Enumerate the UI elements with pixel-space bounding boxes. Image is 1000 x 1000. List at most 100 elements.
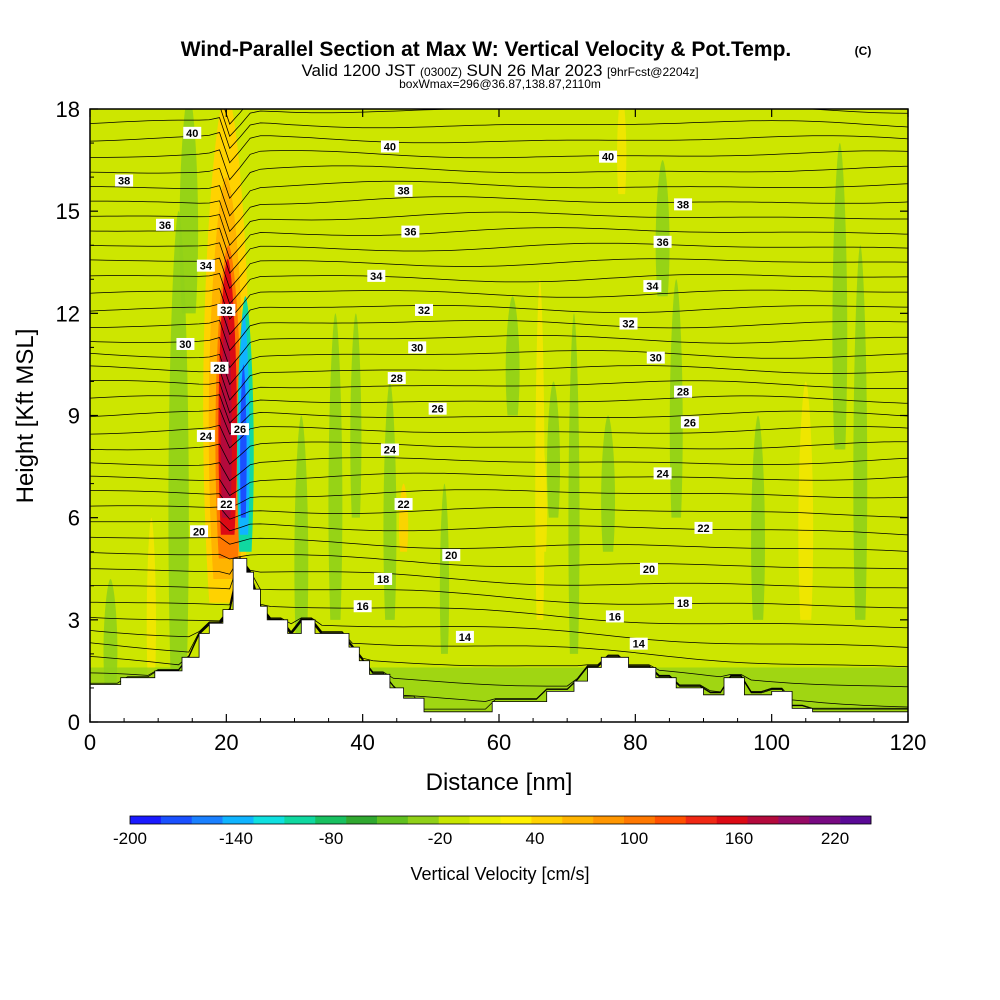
copyright-mark: (C) <box>855 44 872 58</box>
svg-text:32: 32 <box>418 305 430 317</box>
svg-text:22: 22 <box>697 523 709 535</box>
theta-contour-label: 30 <box>646 351 665 365</box>
theta-contour <box>90 350 908 386</box>
theta-contour-label: 22 <box>394 498 413 511</box>
theta-contour-label: 40 <box>599 150 618 164</box>
colorbar-swatch <box>685 816 717 824</box>
theta-contour <box>90 441 908 465</box>
svg-text:20: 20 <box>445 550 457 562</box>
valid-prefix: Valid 1200 JST <box>301 61 415 80</box>
theta-contour <box>90 556 908 589</box>
theta-contour-label: 28 <box>674 385 693 399</box>
theta-contour <box>90 558 908 648</box>
svg-text:40: 40 <box>186 128 198 140</box>
theta-contour <box>90 520 908 536</box>
theta-contour <box>90 273 908 305</box>
downdraft-band <box>294 415 309 654</box>
theta-contour <box>90 394 908 424</box>
downdraft-band <box>179 109 199 314</box>
colorbar-label: Vertical Velocity [cm/s] <box>410 864 589 884</box>
colorbar-swatch <box>284 816 316 824</box>
theta-contour-label: 18 <box>674 596 693 610</box>
colorbar-swatch <box>840 816 872 824</box>
theta-contour-label: 32 <box>415 303 434 317</box>
colorbar-tick-label: 100 <box>620 829 648 848</box>
y-tick-label: 9 <box>68 404 80 429</box>
theta-contour-label: 40 <box>183 126 202 140</box>
theta-contour-label: 14 <box>629 637 648 651</box>
y-tick-label: 15 <box>56 199 80 224</box>
svg-text:34: 34 <box>200 261 213 273</box>
svg-text:32: 32 <box>220 305 232 317</box>
downdraft-band <box>568 313 580 654</box>
colorbar-swatch <box>809 816 841 824</box>
theta-contour-label: 36 <box>653 235 672 249</box>
theta-contour-label: 24 <box>380 443 399 457</box>
theta-contour-label: 20 <box>190 525 209 538</box>
theta-contour-label: 20 <box>442 549 461 562</box>
svg-text:36: 36 <box>656 237 668 249</box>
theta-contour <box>90 408 908 435</box>
svg-text:28: 28 <box>677 387 689 399</box>
theta-contour <box>90 242 908 274</box>
colorbar-swatch <box>624 816 656 824</box>
svg-text:34: 34 <box>370 271 383 283</box>
theta-contour-label: 18 <box>374 572 393 586</box>
svg-text:34: 34 <box>646 281 659 293</box>
colorbar-swatch <box>377 816 409 824</box>
downdraft-band <box>832 143 848 450</box>
theta-contour-label: 38 <box>394 184 413 198</box>
weak-updraft-band <box>617 109 627 195</box>
theta-contour <box>90 165 908 199</box>
svg-text:18: 18 <box>377 574 389 586</box>
downdraft-band <box>350 313 362 518</box>
x-tick-label: 0 <box>84 730 96 755</box>
colorbar-frame <box>129 815 872 825</box>
downdraft-band <box>751 415 765 620</box>
valid-date: SUN 26 Mar 2023 <box>466 61 602 80</box>
theta-contour <box>90 132 908 164</box>
theta-contour-label: 34 <box>643 280 662 293</box>
svg-text:38: 38 <box>397 186 409 198</box>
theta-contour <box>90 180 908 217</box>
colorbar-swatch <box>407 816 440 824</box>
colorbar-swatch <box>593 816 625 824</box>
theta-contour <box>90 227 908 260</box>
svg-text:20: 20 <box>643 564 655 576</box>
downdraft-band <box>103 578 118 695</box>
svg-text:40: 40 <box>384 141 396 153</box>
svg-text:30: 30 <box>650 353 662 365</box>
colorbar-swatch <box>654 816 687 824</box>
theta-contour <box>90 536 908 552</box>
svg-text:36: 36 <box>404 227 416 239</box>
theta-contour-label: 26 <box>680 416 699 429</box>
y-axis-label: Height [Kft MSL] <box>12 329 39 504</box>
svg-text:18: 18 <box>677 598 689 610</box>
theta-contour <box>90 319 908 352</box>
svg-text:22: 22 <box>220 499 232 511</box>
downdraft-band <box>328 313 343 620</box>
y-tick-label: 12 <box>56 301 80 326</box>
theta-contour-label: 28 <box>210 361 229 375</box>
colorbar-swatch <box>778 816 810 824</box>
theta-contour-label: 16 <box>353 600 372 613</box>
theta-contour <box>90 552 908 570</box>
theta-contour <box>90 303 908 336</box>
colorbar-tick-label: -200 <box>113 829 147 848</box>
theta-contour-label: 16 <box>605 610 624 623</box>
svg-text:24: 24 <box>384 445 397 457</box>
svg-text:22: 22 <box>397 499 409 511</box>
x-tick-label: 120 <box>890 730 927 755</box>
theta-contour-label: 22 <box>694 521 713 535</box>
x-axis-label: Distance [nm] <box>426 769 573 796</box>
svg-text:16: 16 <box>609 611 621 623</box>
x-tick-label: 40 <box>350 730 374 755</box>
svg-text:30: 30 <box>179 339 191 351</box>
colorbar-swatch <box>315 816 347 824</box>
theta-contour-label: 24 <box>196 429 215 443</box>
svg-text:14: 14 <box>459 632 472 644</box>
svg-text:30: 30 <box>411 342 423 354</box>
colorbar-swatch <box>346 816 378 824</box>
theta-contour <box>90 457 908 482</box>
